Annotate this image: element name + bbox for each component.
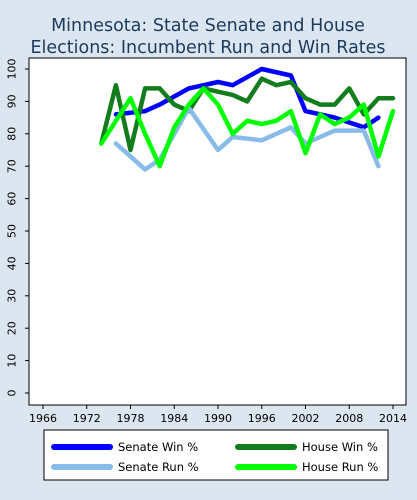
series-line-senate-win [113, 66, 381, 130]
y-tick-label: 80 [6, 127, 19, 141]
y-tick-label: 40 [6, 256, 19, 270]
y-tick-label: 20 [6, 321, 19, 335]
legend-box [43, 429, 389, 481]
series-lines [99, 66, 396, 172]
chart-title-line-1: Minnesota: State Senate and House [51, 16, 365, 36]
x-tick-label: 1972 [73, 412, 101, 425]
y-tick-label: 70 [6, 159, 19, 173]
x-tick-label: 1990 [204, 412, 232, 425]
series-line-house-run [99, 86, 396, 169]
y-tick-label: 60 [6, 192, 19, 206]
x-tick-label: 1996 [248, 412, 276, 425]
legend-label-senate-win: Senate Win % [118, 440, 198, 454]
x-tick-label: 2002 [292, 412, 320, 425]
legend: Senate Win % House Win % Senate Run % House… [51, 440, 378, 474]
legend-label-house-run: House Run % [302, 460, 378, 474]
legend-label-senate-run: Senate Run % [118, 460, 199, 474]
x-tick-label: 2008 [335, 412, 363, 425]
y-tick-label: 100 [6, 59, 19, 80]
y-tick-label: 0 [6, 390, 19, 397]
x-tick-label: 2014 [379, 412, 407, 425]
axes: 0 10 20 30 40 50 60 70 80 90 100 1966 1972 1978 1984 19… [6, 59, 408, 426]
y-tick-label: 50 [6, 224, 19, 238]
y-tick-label: 10 [6, 354, 19, 368]
legend-label-house-win: House Win % [302, 440, 378, 454]
plot-area [28, 57, 407, 406]
y-tick-label: 90 [6, 94, 19, 108]
x-tick-label: 1978 [117, 412, 145, 425]
x-tick-label: 1984 [160, 412, 188, 425]
y-tick-label: 30 [6, 289, 19, 303]
series-line-house-win [99, 76, 396, 153]
chart-title-line-2: Elections: Incumbent Run and Win Rates [30, 38, 385, 58]
x-tick-label: 1966 [29, 412, 57, 425]
